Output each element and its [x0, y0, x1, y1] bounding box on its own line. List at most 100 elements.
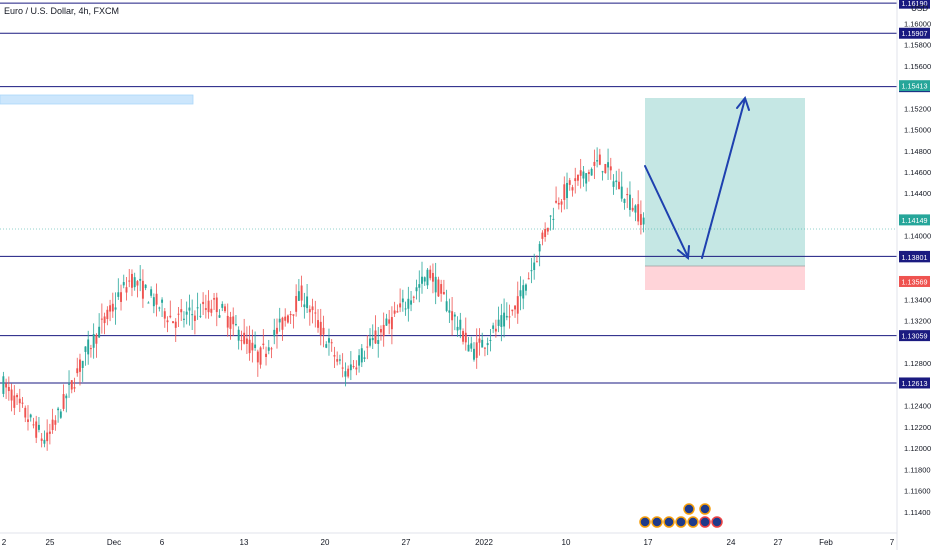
candle-body	[120, 292, 122, 302]
candle-body	[426, 269, 429, 286]
candle-body	[566, 182, 568, 199]
candle-body	[297, 291, 300, 301]
candle-body	[475, 342, 478, 358]
candle-body	[609, 166, 612, 171]
candle-body	[541, 232, 544, 239]
candle-body	[604, 164, 607, 174]
y-tick-label: 1.16000	[904, 19, 931, 28]
candle-body	[303, 304, 306, 308]
candle-body	[87, 339, 90, 355]
candle-body	[136, 281, 139, 286]
candle-body	[453, 314, 456, 317]
candle-body	[18, 398, 21, 404]
candle-body	[234, 324, 237, 326]
x-tick-label: 27	[402, 538, 411, 547]
candle-body	[133, 277, 136, 288]
candle-body	[525, 284, 527, 291]
candle-body	[382, 324, 385, 337]
candle-body	[245, 338, 248, 344]
candle-body	[385, 318, 388, 326]
range-box[interactable]	[0, 94, 194, 105]
candle-body	[213, 298, 216, 300]
candle-body	[166, 320, 169, 323]
candle-body	[358, 355, 361, 366]
projection-arrows	[644, 95, 750, 260]
candle-body	[631, 207, 634, 211]
target-zone[interactable]	[645, 98, 805, 266]
candle-body	[563, 184, 566, 200]
candle-body	[598, 154, 601, 165]
candle-body	[215, 297, 218, 313]
candle-body	[188, 307, 191, 311]
candle-body	[199, 315, 202, 317]
candle-body	[144, 284, 147, 289]
candle-body	[483, 347, 486, 349]
candle-body	[511, 309, 514, 312]
candle-body	[374, 330, 377, 344]
x-tick-label: 2	[2, 538, 7, 547]
candle-body	[577, 174, 579, 181]
candle-body	[360, 348, 363, 363]
y-tick-label: 1.14000	[904, 232, 931, 241]
candle-body	[191, 314, 194, 316]
candle-body	[84, 346, 87, 352]
candle-body	[289, 314, 292, 316]
candle-body	[2, 376, 5, 394]
candle-body	[341, 367, 344, 369]
x-tick-label: Feb	[819, 538, 833, 547]
candle-body	[292, 314, 295, 316]
candle-body	[401, 298, 404, 303]
candle-body	[601, 171, 604, 173]
candle-body	[202, 301, 205, 305]
x-tick-label: 2022	[475, 538, 493, 547]
candle-body	[349, 364, 352, 371]
candle-body	[347, 368, 350, 377]
candle-body	[5, 383, 8, 388]
candle-body	[306, 296, 309, 309]
candle-body	[527, 278, 530, 280]
y-tick-label: 1.15000	[904, 126, 931, 135]
x-tick-label: 7	[890, 538, 895, 547]
x-tick-label: 25	[46, 538, 55, 547]
candle-body	[243, 332, 246, 344]
candle-body	[182, 318, 185, 320]
candle-body	[489, 339, 492, 341]
y-tick-label: 1.11400	[904, 508, 931, 517]
y-tick-label: 1.14400	[904, 189, 931, 198]
candle-body	[207, 300, 210, 313]
level-price-text: 1.13059	[902, 332, 928, 341]
candle-body	[79, 359, 81, 372]
candle-body	[240, 340, 243, 342]
price-tag-text: 1.14149	[902, 216, 928, 225]
axis-currency: USD	[911, 4, 928, 13]
level-price-tag	[899, 27, 930, 39]
price-tag-text: 1.13801	[902, 253, 928, 262]
candle-body	[226, 315, 229, 328]
candle-body	[596, 160, 599, 162]
candle-body	[265, 353, 267, 357]
candle-body	[366, 346, 369, 348]
candle-body	[81, 360, 84, 368]
candle-body	[59, 411, 62, 418]
candle-body	[456, 326, 459, 331]
candle-body	[514, 305, 516, 310]
candle-body	[639, 214, 642, 225]
candle-body	[68, 383, 70, 385]
candle-body	[459, 319, 462, 330]
event-markers[interactable]	[639, 503, 723, 528]
candle-body	[21, 402, 24, 404]
candle-body	[407, 298, 410, 309]
candle-body	[492, 325, 495, 329]
level-price-text: 1.16190	[902, 0, 928, 8]
candle-body	[73, 387, 76, 389]
stop-zone[interactable]	[645, 266, 805, 290]
candle-body	[141, 280, 144, 299]
candle-body	[254, 344, 257, 349]
horizontal-levels	[0, 2, 897, 384]
candle-body	[505, 315, 508, 318]
candle-body	[363, 357, 366, 359]
candle-body	[355, 367, 358, 370]
y-tick-label: 1.12000	[904, 444, 931, 453]
candle-body	[377, 340, 380, 344]
